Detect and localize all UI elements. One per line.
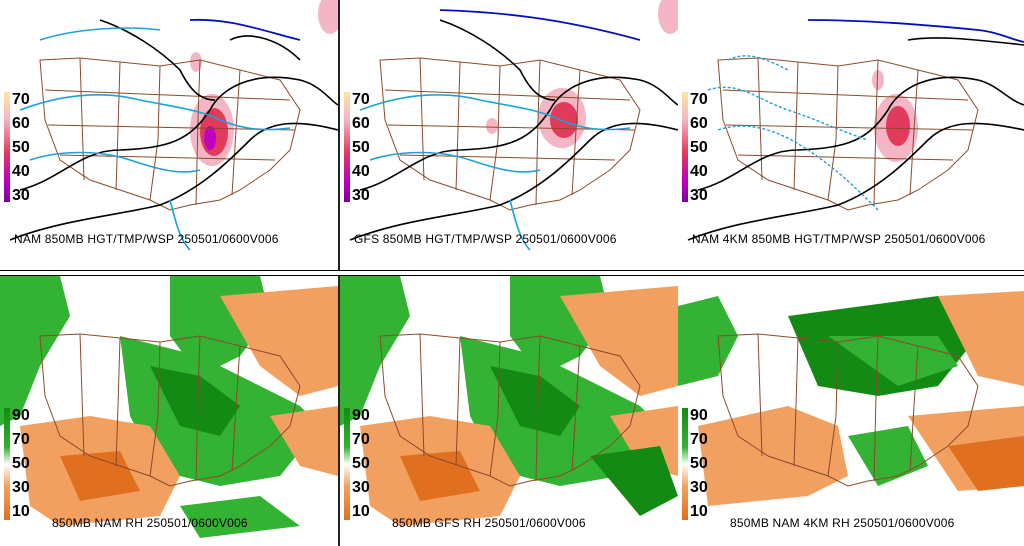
freezing-line xyxy=(439,9,641,41)
legend-value: 60 xyxy=(690,115,708,132)
panel-caption: NAM 850MB HGT/TMP/WSP 250501/0600V006 xyxy=(14,232,279,246)
rh-shading xyxy=(340,276,678,526)
legend-value: 30 xyxy=(690,479,708,496)
map-panel-nam-850-rh[interactable]: 90 70 50 30 10 850MB NAM RH 250501/0600V… xyxy=(0,276,338,546)
wind-shading xyxy=(872,70,918,162)
relative-humidity-map xyxy=(678,291,1024,506)
rh-legend: 90 70 50 30 10 xyxy=(682,408,712,520)
legend-value: 50 xyxy=(352,139,370,156)
legend-value: 40 xyxy=(12,163,30,180)
legend-value: 50 xyxy=(690,139,708,156)
legend-value: 60 xyxy=(12,115,30,132)
legend-value: 30 xyxy=(352,479,370,496)
panel-caption: NAM 4KM 850MB HGT/TMP/WSP 250501/0600V00… xyxy=(692,232,986,246)
legend-value: 10 xyxy=(12,503,30,520)
map-panel-nam4km-850-hgt[interactable]: 70 60 50 40 30 NAM 4KM 850MB HGT/TMP/WSP… xyxy=(678,0,1024,270)
state-borders xyxy=(717,333,979,487)
height-contours xyxy=(687,37,1024,241)
legend-value: 50 xyxy=(12,455,30,472)
panel-caption: GFS 850MB HGT/TMP/WSP 250501/0600V006 xyxy=(354,232,617,246)
legend-value: 70 xyxy=(352,431,370,448)
map-panel-nam-850-hgt[interactable]: 70 60 50 40 30 NAM 850MB HGT/TMP/WSP 250… xyxy=(0,0,338,270)
rh-legend: 90 70 50 30 10 xyxy=(4,408,34,520)
legend-value: 30 xyxy=(690,187,708,204)
legend-value: 40 xyxy=(690,163,708,180)
rh-shading xyxy=(0,276,338,538)
legend-value: 30 xyxy=(352,187,370,204)
legend-value: 70 xyxy=(352,91,370,108)
legend-value: 30 xyxy=(12,187,30,204)
legend-value: 70 xyxy=(690,431,708,448)
temperature-contours xyxy=(707,55,879,211)
legend-value: 70 xyxy=(12,431,30,448)
legend-value: 90 xyxy=(352,407,370,424)
rh-shading xyxy=(678,291,1024,506)
row-separator xyxy=(0,270,1024,276)
state-borders xyxy=(717,57,979,211)
panel-caption: 850MB NAM RH 250501/0600V006 xyxy=(52,516,248,530)
wind-speed-legend: 70 60 50 40 30 xyxy=(682,91,712,204)
legend-value: 50 xyxy=(690,455,708,472)
wind-height-map xyxy=(9,0,338,251)
map-panel-gfs-850-hgt[interactable]: 70 60 50 40 30 GFS 850MB HGT/TMP/WSP 250… xyxy=(340,0,678,270)
freezing-line xyxy=(807,19,1024,43)
panel-caption: 850MB GFS RH 250501/0600V006 xyxy=(392,516,586,530)
wind-height-map xyxy=(687,19,1024,241)
rh-legend: 90 70 50 30 10 xyxy=(344,408,374,520)
state-borders xyxy=(379,333,641,487)
map-panel-gfs-850-rh[interactable]: 90 70 50 30 10 850MB GFS RH 250501/0600V… xyxy=(340,276,678,546)
wind-shading xyxy=(190,0,338,166)
map-panel-nam4km-850-rh[interactable]: 90 70 50 30 10 850MB NAM 4KM RH 250501/0… xyxy=(678,276,1024,546)
legend-value: 90 xyxy=(12,407,30,424)
legend-value: 30 xyxy=(12,479,30,496)
wind-shading xyxy=(486,0,678,148)
relative-humidity-map xyxy=(340,276,678,526)
legend-value: 50 xyxy=(352,455,370,472)
legend-value: 60 xyxy=(352,115,370,132)
legend-value: 10 xyxy=(352,503,370,520)
legend-value: 10 xyxy=(690,503,708,520)
temperature-contours xyxy=(19,27,291,251)
legend-value: 70 xyxy=(12,91,30,108)
freezing-line xyxy=(189,18,301,41)
state-borders xyxy=(379,57,641,211)
wind-height-map xyxy=(349,0,678,251)
wind-speed-legend: 70 60 50 40 30 xyxy=(344,91,374,204)
temperature-contours xyxy=(359,94,631,251)
relative-humidity-map xyxy=(0,276,338,538)
state-borders xyxy=(39,57,301,211)
legend-value: 90 xyxy=(690,407,708,424)
state-borders xyxy=(39,333,301,487)
legend-value: 50 xyxy=(12,139,30,156)
legend-value: 40 xyxy=(352,163,370,180)
wind-speed-legend: 70 60 50 40 30 xyxy=(4,91,34,204)
panel-caption: 850MB NAM 4KM RH 250501/0600V006 xyxy=(730,516,955,530)
legend-value: 70 xyxy=(690,91,708,108)
